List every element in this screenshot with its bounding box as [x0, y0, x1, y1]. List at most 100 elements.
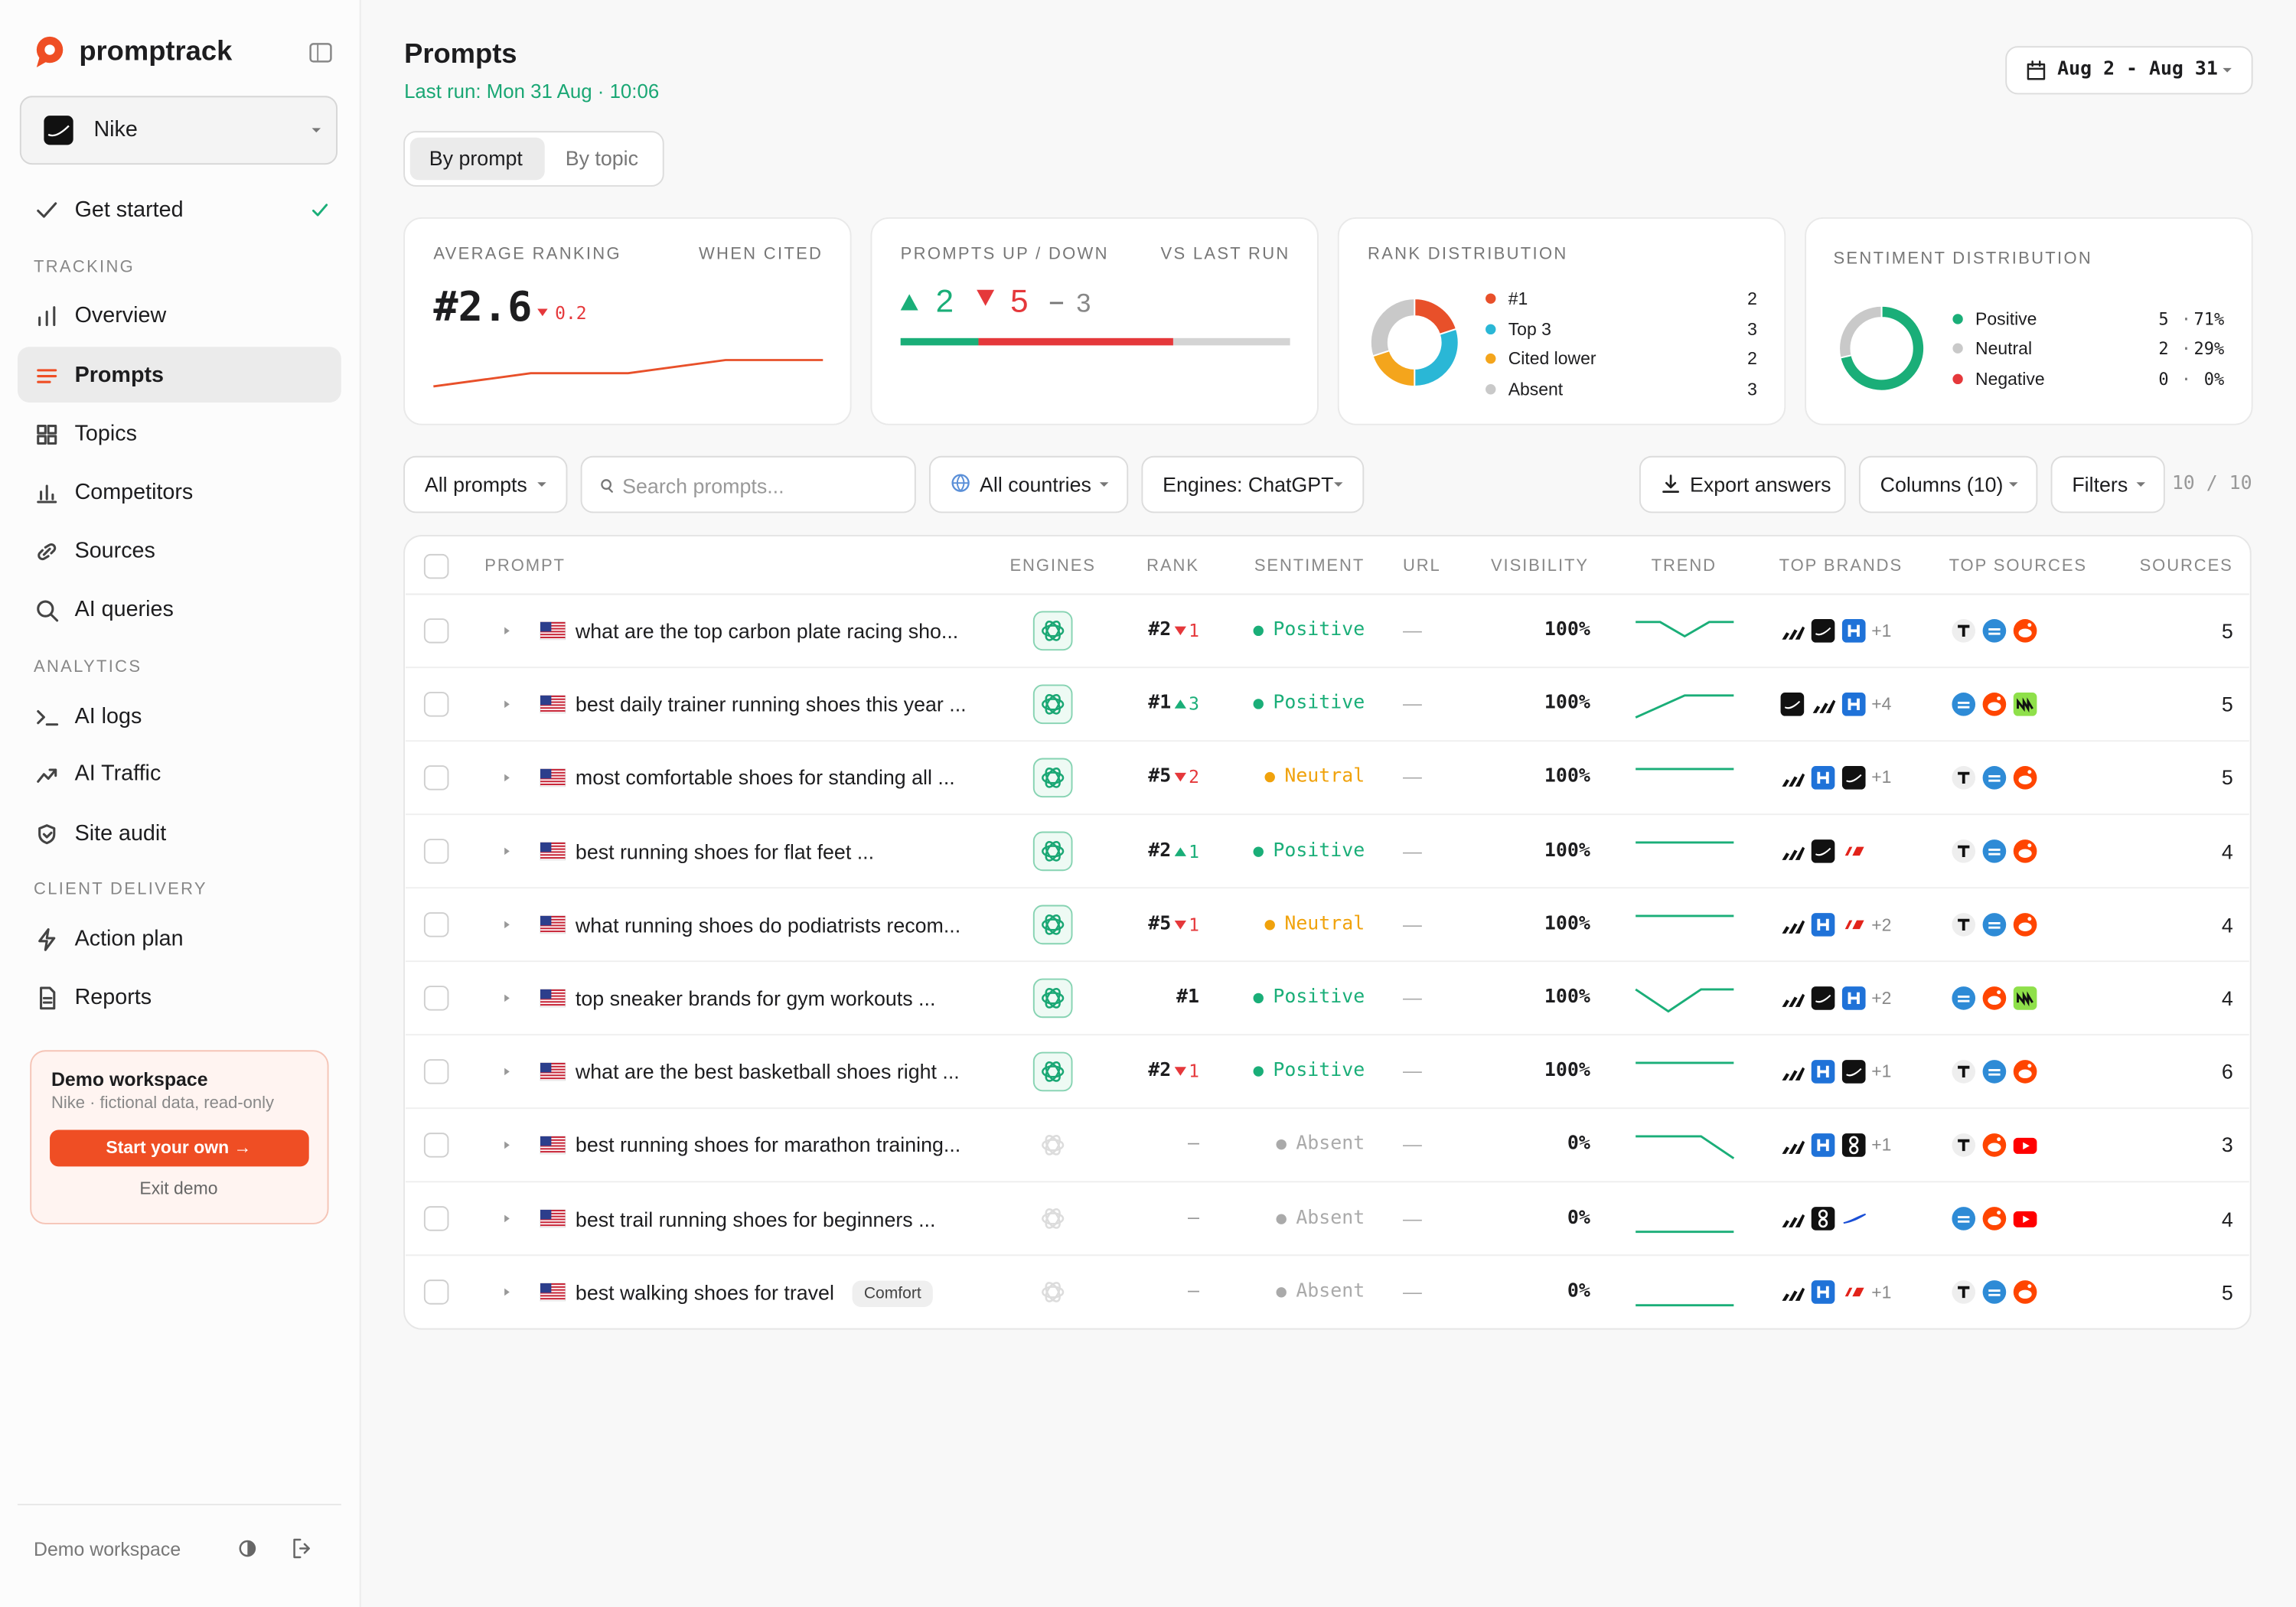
row-checkbox[interactable] — [423, 765, 449, 790]
collapse-icon[interactable] — [309, 43, 332, 63]
expand[interactable] — [504, 1068, 510, 1076]
logo-part — [1988, 922, 2001, 929]
prompt-text[interactable]: best running shoes for marathon training… — [575, 1133, 961, 1157]
logo-icon — [1782, 846, 1805, 860]
ranking-history — [433, 359, 823, 388]
nav-item[interactable]: Competitors — [74, 480, 194, 505]
nav-icon — [37, 369, 57, 383]
engine-logo — [1045, 914, 1061, 935]
expand[interactable] — [504, 1214, 510, 1223]
tab-active — [409, 137, 545, 181]
logo-part — [1817, 771, 1829, 784]
row-checkbox[interactable] — [423, 618, 449, 644]
nav-item[interactable]: Site audit — [74, 820, 167, 846]
logo-icon — [1952, 839, 1976, 863]
logo-part — [1982, 913, 2007, 937]
flag-stripe — [540, 1215, 566, 1217]
nav-item[interactable]: AI queries — [74, 597, 174, 622]
flag-stripe — [540, 924, 566, 927]
date-range[interactable]: Aug 2 - Aug 31 — [2057, 58, 2218, 81]
expand[interactable] — [504, 774, 510, 782]
row-checkbox[interactable] — [423, 1279, 449, 1305]
filter-select[interactable] — [403, 455, 568, 513]
logo-part — [1958, 1139, 1970, 1152]
flag-stripe — [540, 845, 566, 847]
filters-label[interactable]: Filters — [2072, 472, 2128, 497]
nav-item[interactable]: Sources — [74, 538, 155, 564]
logo-part — [1982, 766, 2007, 790]
engine-logo — [1045, 1135, 1061, 1156]
nav-icon — [37, 425, 57, 445]
engine-select[interactable] — [1141, 455, 1365, 513]
nav-item[interactable]: Get started — [74, 197, 184, 223]
legend-label: #1 — [1508, 288, 1528, 309]
row-checkbox[interactable] — [423, 912, 449, 937]
date-picker[interactable] — [2005, 46, 2253, 95]
export-label[interactable]: Export answers — [1689, 472, 1831, 497]
search-input[interactable]: Search prompts... — [622, 474, 784, 498]
expand[interactable] — [504, 627, 510, 635]
prompt-text[interactable]: best daily trainer running shoes this ye… — [575, 693, 967, 716]
prompt-text[interactable]: what are the best basketball shoes right… — [575, 1060, 960, 1084]
sentiment-dot-wrap — [1253, 1066, 1264, 1077]
row-checkbox[interactable] — [423, 1059, 449, 1084]
tab[interactable]: By prompt — [429, 146, 523, 170]
exit-demo[interactable]: Exit demo — [139, 1178, 218, 1199]
engine-logo — [1042, 624, 1065, 637]
prompt-text[interactable]: top sneaker brands for gym workouts ... — [575, 986, 936, 1010]
flag-stripe — [540, 842, 566, 844]
filters-button[interactable] — [2050, 455, 2165, 513]
expand[interactable] — [504, 1141, 510, 1149]
engine-label[interactable]: Engines: ChatGPT — [1163, 472, 1334, 497]
expand[interactable] — [504, 847, 510, 856]
columns-select[interactable] — [1858, 455, 2038, 513]
row-checkbox[interactable] — [423, 839, 449, 864]
prompt-text[interactable]: best trail running shoes for beginners .… — [575, 1207, 936, 1231]
nav-item[interactable]: Action plan — [74, 926, 184, 952]
search[interactable] — [580, 455, 916, 513]
country-label[interactable]: All countries — [979, 472, 1091, 497]
logo-part — [2018, 628, 2032, 637]
demo-button[interactable] — [50, 1129, 309, 1167]
demo-button-label[interactable]: Start your own → — [106, 1137, 252, 1158]
prompt-text[interactable]: most comfortable shoes for standing all … — [575, 766, 955, 790]
workspace-select[interactable] — [19, 96, 338, 165]
expand[interactable] — [504, 994, 510, 1002]
engine-logo — [1045, 914, 1061, 935]
logo-icon — [1982, 986, 2007, 1010]
columns-label[interactable]: Columns (10) — [1880, 472, 2004, 497]
nav-item[interactable]: Topics — [74, 421, 137, 447]
flag-stripe — [540, 1218, 566, 1221]
logo-part — [1958, 1065, 1970, 1078]
prompt-text[interactable]: best running shoes for flat feet ... — [575, 839, 875, 863]
row-checkbox[interactable] — [423, 1206, 449, 1231]
expand[interactable] — [504, 921, 510, 929]
prompt-text[interactable]: what are the top carbon plate racing sho… — [575, 619, 959, 643]
logo-part — [1988, 1216, 2001, 1226]
prompt-text[interactable]: best walking shoes for travel — [575, 1280, 834, 1304]
select-all[interactable] — [423, 553, 449, 579]
source-count: 4 — [2221, 839, 2233, 863]
logo-part — [1997, 990, 2001, 995]
row-checkbox[interactable] — [423, 986, 449, 1011]
nav-item[interactable]: AI Traffic — [74, 761, 161, 787]
expand[interactable] — [504, 1288, 510, 1296]
logo-part — [1815, 847, 1831, 856]
nav-item[interactable]: AI logs — [74, 703, 142, 729]
nav-item[interactable]: Reports — [74, 985, 152, 1010]
logo-icon — [1982, 1133, 2007, 1157]
row-checkbox[interactable] — [423, 692, 449, 717]
export-button[interactable] — [1639, 455, 1846, 513]
country-select[interactable] — [928, 455, 1129, 513]
tab[interactable]: By topic — [565, 146, 639, 170]
nav-item[interactable]: Overview — [74, 302, 167, 328]
expand[interactable] — [504, 700, 510, 709]
logo-part — [1997, 1211, 2001, 1215]
filter-label[interactable]: All prompts — [424, 472, 527, 497]
nav-item[interactable]: Prompts — [74, 363, 164, 388]
up-arrow — [900, 294, 918, 311]
row-checkbox[interactable] — [423, 1133, 449, 1158]
prompt-text[interactable]: what running shoes do podiatrists recom.… — [575, 913, 961, 937]
logo-icon — [1952, 1280, 1976, 1304]
